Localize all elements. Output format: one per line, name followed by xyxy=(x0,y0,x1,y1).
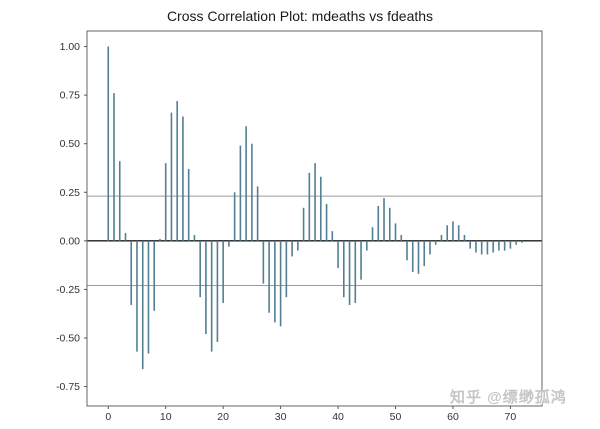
y-tick-label: -0.75 xyxy=(56,381,80,393)
x-tick-label: 10 xyxy=(160,411,172,423)
watermark: 知乎 @缥缈孤鸿 xyxy=(450,389,567,406)
plot-border xyxy=(86,30,543,407)
x-tick-label: 50 xyxy=(390,411,402,423)
x-tick-label: 0 xyxy=(105,411,111,423)
x-tick-label: 20 xyxy=(217,411,229,423)
y-tick-label: 0.75 xyxy=(60,90,81,102)
chart-title: Cross Correlation Plot: mdeaths vs fdeat… xyxy=(166,8,434,24)
y-tick-label: -0.25 xyxy=(56,284,80,296)
y-tick-label: 0.00 xyxy=(60,235,81,247)
x-tick-label: 40 xyxy=(332,411,344,423)
y-tick-label: 1.00 xyxy=(60,41,81,53)
y-tick-label: -0.50 xyxy=(56,332,80,344)
x-tick-label: 60 xyxy=(447,411,459,423)
x-tick-label: 30 xyxy=(275,411,287,423)
x-tick-label: 70 xyxy=(505,411,517,423)
y-tick-label: 0.50 xyxy=(60,138,81,150)
y-tick-label: 0.25 xyxy=(60,187,81,199)
